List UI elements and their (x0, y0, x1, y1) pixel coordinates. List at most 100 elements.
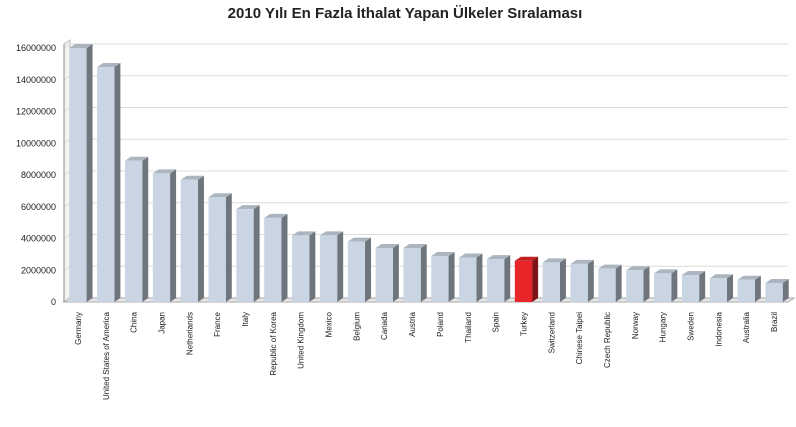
y-tick-label: 2000000 (21, 265, 56, 275)
bar-side (281, 213, 288, 302)
bar-top (542, 258, 566, 263)
x-tick-label: Netherlands (185, 312, 194, 355)
bar-top (97, 63, 121, 68)
x-tick-label: United Kingdom (297, 312, 306, 369)
bar-top (69, 44, 93, 48)
x-tick-label: Hungary (659, 312, 668, 342)
bar (236, 209, 254, 302)
y-tick-label: 8000000 (21, 170, 56, 180)
x-tick-label: Indonesia (714, 311, 723, 346)
bar-side (559, 258, 566, 302)
bar-top (236, 205, 260, 210)
x-tick-label: Czech Republic (603, 312, 612, 368)
bar (375, 248, 393, 302)
x-tick-label: Italy (241, 312, 250, 327)
bar (292, 235, 310, 302)
bar-top (319, 231, 344, 236)
bar (403, 248, 421, 302)
bar-top (598, 264, 622, 269)
bar (431, 255, 449, 302)
x-tick-label: Austria (408, 311, 417, 336)
bar-side (448, 251, 455, 302)
x-tick-label: Poland (436, 312, 445, 337)
bar-top (765, 278, 789, 283)
bar (486, 259, 505, 302)
grid-line (63, 75, 788, 81)
bar (180, 179, 198, 302)
bar-top (264, 213, 288, 218)
bar-top (486, 255, 511, 260)
bar-top (347, 237, 372, 242)
bar-top (709, 274, 734, 279)
x-tick-label: Norway (631, 312, 640, 339)
bar (459, 257, 477, 302)
x-tick-label: Spain (492, 312, 501, 332)
bar-top (514, 256, 539, 261)
x-tick-label: Brazil (770, 312, 779, 332)
bar-top (375, 244, 399, 249)
x-tick-label: Germany (74, 312, 83, 345)
bar-top (626, 266, 650, 271)
chart-title: 2010 Yılı En Fazla İthalat Yapan Ülkeler… (228, 5, 583, 22)
bar-side (671, 269, 678, 302)
bar (208, 197, 226, 302)
bar-side (476, 253, 483, 302)
y-tick-label: 10000000 (16, 138, 56, 148)
bar (765, 282, 783, 302)
y-tick-label: 16000000 (16, 43, 56, 53)
x-tick-label: Thailand (464, 312, 473, 343)
x-tick-label: Switzerland (547, 312, 556, 353)
bar (598, 268, 616, 302)
bar-top (737, 275, 761, 280)
bar (654, 273, 672, 302)
bar-side (532, 256, 539, 302)
bar-top (403, 244, 427, 249)
bar (347, 241, 366, 302)
bar-top (124, 156, 149, 161)
bar-top (208, 193, 232, 198)
bar-side (337, 231, 344, 302)
bar-top (292, 231, 316, 236)
bar-side (643, 266, 650, 302)
bar (319, 235, 338, 302)
bar-side (699, 271, 706, 302)
y-tick-label: 0 (51, 297, 56, 307)
x-tick-label: Sweden (687, 312, 696, 341)
bar (514, 260, 533, 302)
bar-side (225, 193, 232, 302)
y-tick-label: 6000000 (21, 202, 56, 212)
y-tick-label: 14000000 (16, 75, 56, 85)
bar (570, 263, 588, 302)
bar-side (782, 278, 789, 302)
x-tick-label: Turkey (519, 312, 528, 336)
bar-top (152, 169, 177, 174)
bar (542, 262, 560, 302)
bar-side (754, 275, 761, 302)
bar-top (431, 251, 455, 256)
bar (124, 160, 143, 302)
grid-line (63, 138, 788, 144)
grid-line (63, 43, 788, 49)
bar-side (170, 169, 177, 302)
bar-side (727, 274, 734, 302)
x-tick-label: Republic of Korea (269, 311, 278, 375)
bar-top (654, 269, 678, 274)
grid-line (63, 107, 788, 112)
x-tick-label: Canada (380, 311, 389, 340)
bar-top (681, 271, 706, 276)
x-tick-label: France (213, 311, 222, 336)
x-tick-label: Chinese Taipei (575, 312, 584, 365)
bar-side (365, 237, 372, 302)
bar-top (570, 259, 594, 264)
x-tick-label: Mexico (325, 311, 334, 337)
bar-top (459, 253, 483, 258)
x-tick-label: China (130, 311, 139, 332)
bar (97, 67, 115, 302)
x-tick-label: United States of America (102, 311, 111, 400)
bar (737, 279, 755, 302)
bar (709, 278, 728, 302)
bar-side (142, 156, 149, 302)
x-tick-label: Japan (157, 312, 166, 334)
bar (264, 217, 282, 302)
